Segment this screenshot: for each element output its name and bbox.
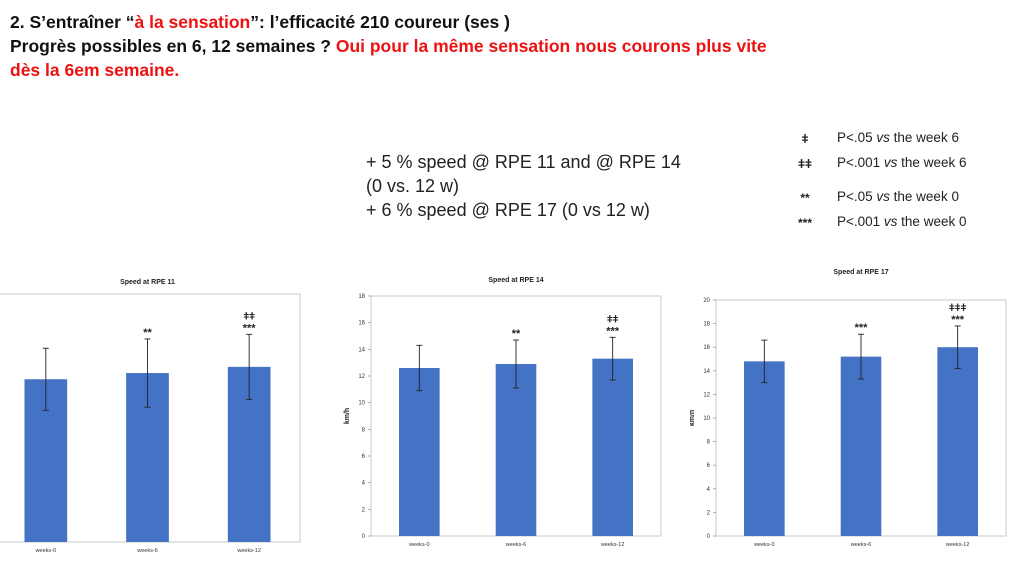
y-axis-label: km/h	[344, 408, 351, 424]
y-tick-label: 18	[358, 294, 365, 300]
y-tick-label: 6	[362, 454, 366, 460]
y-tick-label: 6	[707, 463, 711, 469]
y-tick-label: 14	[358, 347, 365, 353]
y-tick-label: 12	[703, 392, 710, 398]
x-tick-label: weeks-6	[505, 542, 526, 548]
y-tick-label: 14	[703, 369, 710, 375]
bar	[399, 368, 440, 536]
title-part-1: 2. S’entraîner “	[10, 12, 135, 32]
legend-text: P<.001 vs the week 0	[837, 214, 967, 229]
bar	[840, 356, 882, 536]
legend-symbol: ǂǂ	[797, 157, 813, 171]
slide-title: 2. S’entraîner “à la sensation”: l’effic…	[10, 10, 770, 82]
bar	[592, 358, 633, 536]
title-answer: Oui pour la même sensation nous courons …	[10, 36, 767, 80]
x-tick-label: weeks-12	[236, 548, 261, 554]
y-tick-label: 2	[707, 510, 711, 516]
title-part-2: ”: l’efficacité 210 coureur (ses )	[250, 12, 510, 32]
bar	[495, 364, 537, 536]
chart-title: Speed at RPE 11	[120, 279, 175, 286]
significance-mark: ***	[951, 314, 965, 326]
summary-line-1: + 5 % speed @ RPE 11 and @ RPE 14 (0 vs.…	[366, 152, 681, 196]
y-tick-label: 8	[362, 427, 366, 433]
x-tick-label: weeks-12	[600, 542, 625, 548]
y-tick-label: 8	[707, 440, 711, 446]
legend-item: ** P<.05 vs the week 0	[780, 189, 1020, 209]
significance-mark: **	[143, 327, 152, 339]
y-tick-label: 18	[703, 322, 710, 328]
legend-item: ǂ P<.05 vs the week 6	[780, 130, 1020, 150]
significance-mark: ***	[243, 322, 257, 334]
significance-mark: ***	[606, 325, 620, 337]
significance-mark-week6: ǂǂ	[243, 311, 255, 322]
legend-text: P<.05 vs the week 0	[837, 189, 959, 204]
significance-mark: ***	[855, 322, 869, 334]
x-tick-label: weeks-6	[136, 548, 157, 554]
x-tick-label: weeks-6	[850, 542, 871, 548]
chart-rpe-14: Speed at RPE 14 km/h 0 2 4 6 8 10 12 14 16 18 weeks-…	[344, 277, 662, 548]
y-tick-label: 4	[707, 487, 711, 493]
significance-mark: **	[512, 328, 521, 340]
y-tick-label: 10	[358, 401, 365, 407]
y-tick-label: 0	[707, 534, 711, 540]
x-tick-label: weeks-12	[945, 542, 970, 548]
legend-symbol: ***	[797, 216, 812, 230]
results-summary: + 5 % speed @ RPE 11 and @ RPE 14 (0 vs.…	[366, 150, 686, 222]
title-line-1: 2. S’entraîner “à la sensation”: l’effic…	[10, 10, 770, 34]
legend-symbol: **	[800, 191, 810, 205]
x-tick-label: weeks-0	[753, 542, 774, 548]
y-tick-label: 2	[362, 507, 366, 513]
y-axis-label: km/h	[690, 410, 696, 426]
summary-line-2: + 6 % speed @ RPE 17 (0 vs 12 w)	[366, 200, 650, 220]
chart-title: Speed at RPE 17	[833, 269, 888, 276]
legend-text: P<.001 vs the week 6	[837, 155, 967, 170]
chart-rpe-11: Speed at RPE 11 weeks-0 ** weeks-6 ***ǂǂ week…	[0, 279, 301, 554]
y-tick-label: 4	[362, 481, 366, 487]
y-tick-label: 10	[703, 416, 710, 422]
y-tick-label: 16	[358, 321, 365, 327]
y-tick-label: 0	[362, 534, 366, 540]
x-tick-label: weeks-0	[35, 548, 56, 554]
legend-text: P<.05 vs the week 6	[837, 130, 959, 145]
x-tick-label: weeks-0	[408, 542, 429, 548]
legend-item: *** P<.001 vs the week 0	[780, 214, 1020, 234]
significance-mark-week6: ǂǂ	[607, 314, 619, 325]
significance-mark-week6: ǂǂǂ	[949, 303, 967, 314]
title-highlight: à la sensation	[134, 12, 251, 32]
y-tick-label: 12	[358, 374, 365, 380]
bar	[744, 361, 785, 536]
title-question: Progrès possibles en 6, 12 semaines ?	[10, 36, 336, 56]
chart-title: Speed at RPE 14	[488, 277, 543, 284]
y-tick-label: 16	[703, 345, 710, 351]
bar	[937, 347, 978, 536]
legend-symbol: ǂ	[801, 132, 809, 146]
y-tick-label: 20	[703, 298, 710, 304]
legend-item: ǂǂ P<.001 vs the week 6	[780, 155, 1020, 175]
title-line-2: Progrès possibles en 6, 12 semaines ? Ou…	[10, 34, 770, 82]
chart-rpe-17: Speed at RPE 17 km/h 0 2 4 6 8 10 12 14 16 18 20 week…	[690, 269, 1007, 548]
